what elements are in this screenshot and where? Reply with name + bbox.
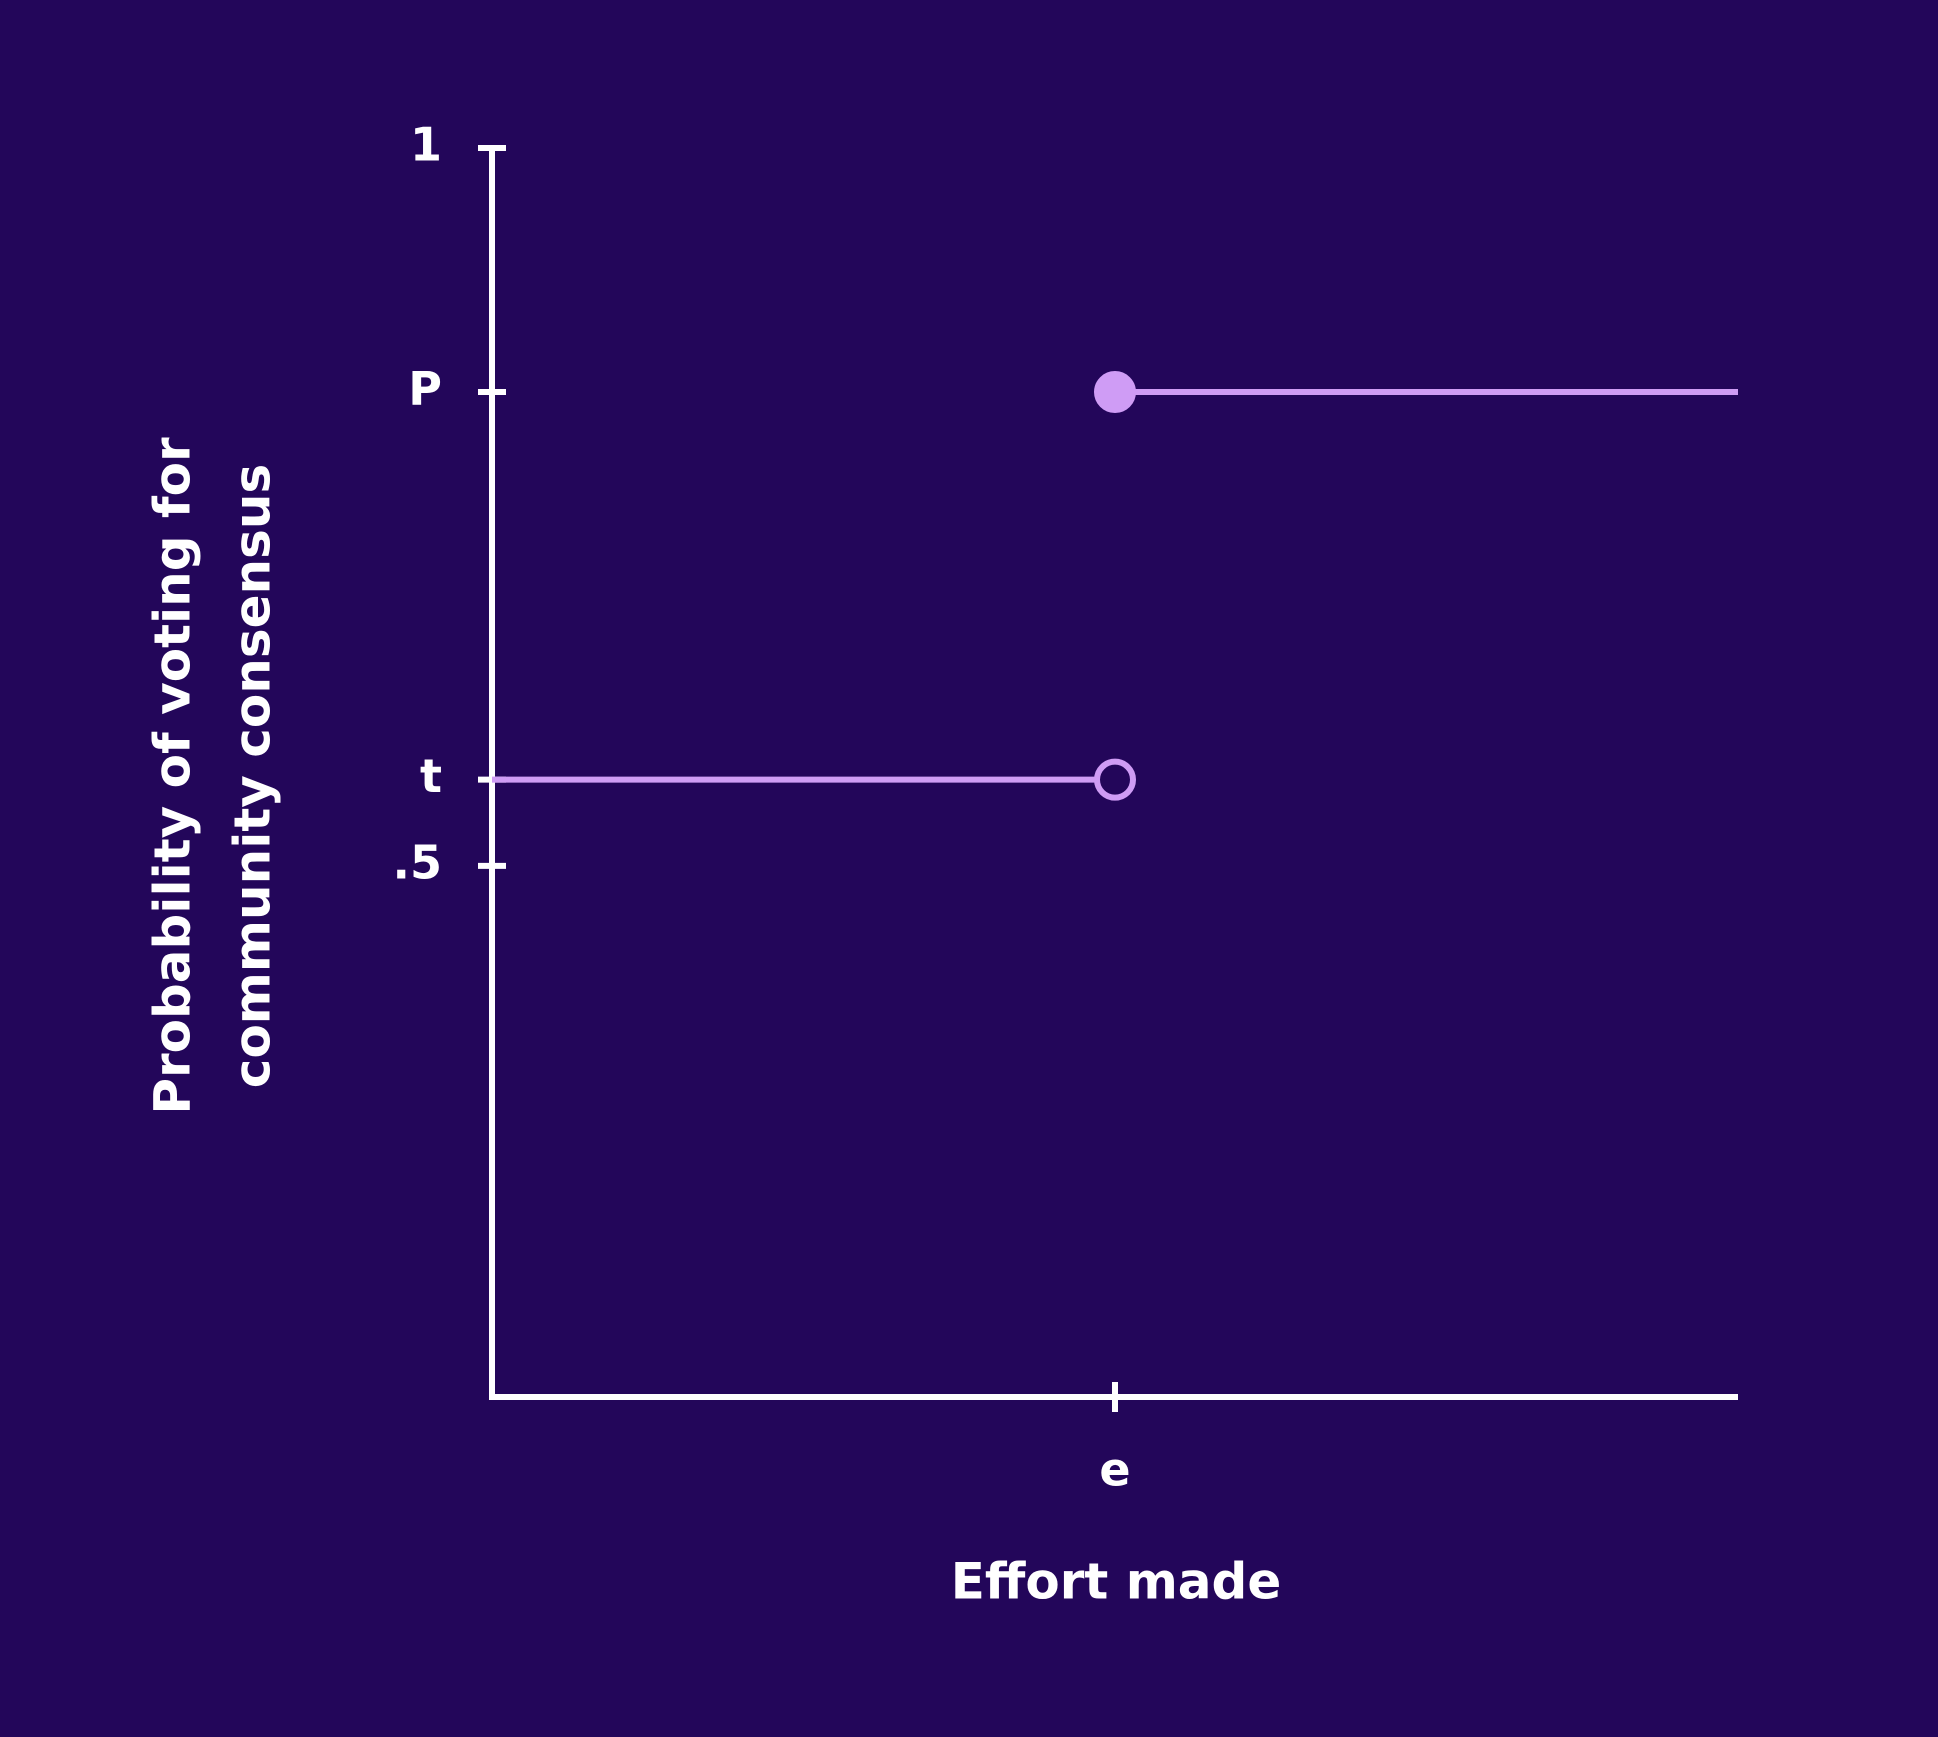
y-tick-label: .5 bbox=[393, 835, 442, 889]
y-tick-label: P bbox=[408, 362, 442, 416]
y-axis-label-line: community consensus bbox=[224, 464, 282, 1088]
y-axis-label: Probability of voting for community cons… bbox=[144, 437, 282, 1115]
y-tick-label: 1 bbox=[410, 118, 442, 172]
y-axis-label-line: Probability of voting for bbox=[144, 437, 202, 1115]
filled-endpoint bbox=[1094, 371, 1136, 414]
x-axis-label: Effort made bbox=[951, 1553, 1282, 1611]
open-endpoint bbox=[1094, 758, 1136, 801]
y-tick-label: t bbox=[420, 749, 442, 803]
x-tick-label: e bbox=[1099, 1443, 1130, 1497]
